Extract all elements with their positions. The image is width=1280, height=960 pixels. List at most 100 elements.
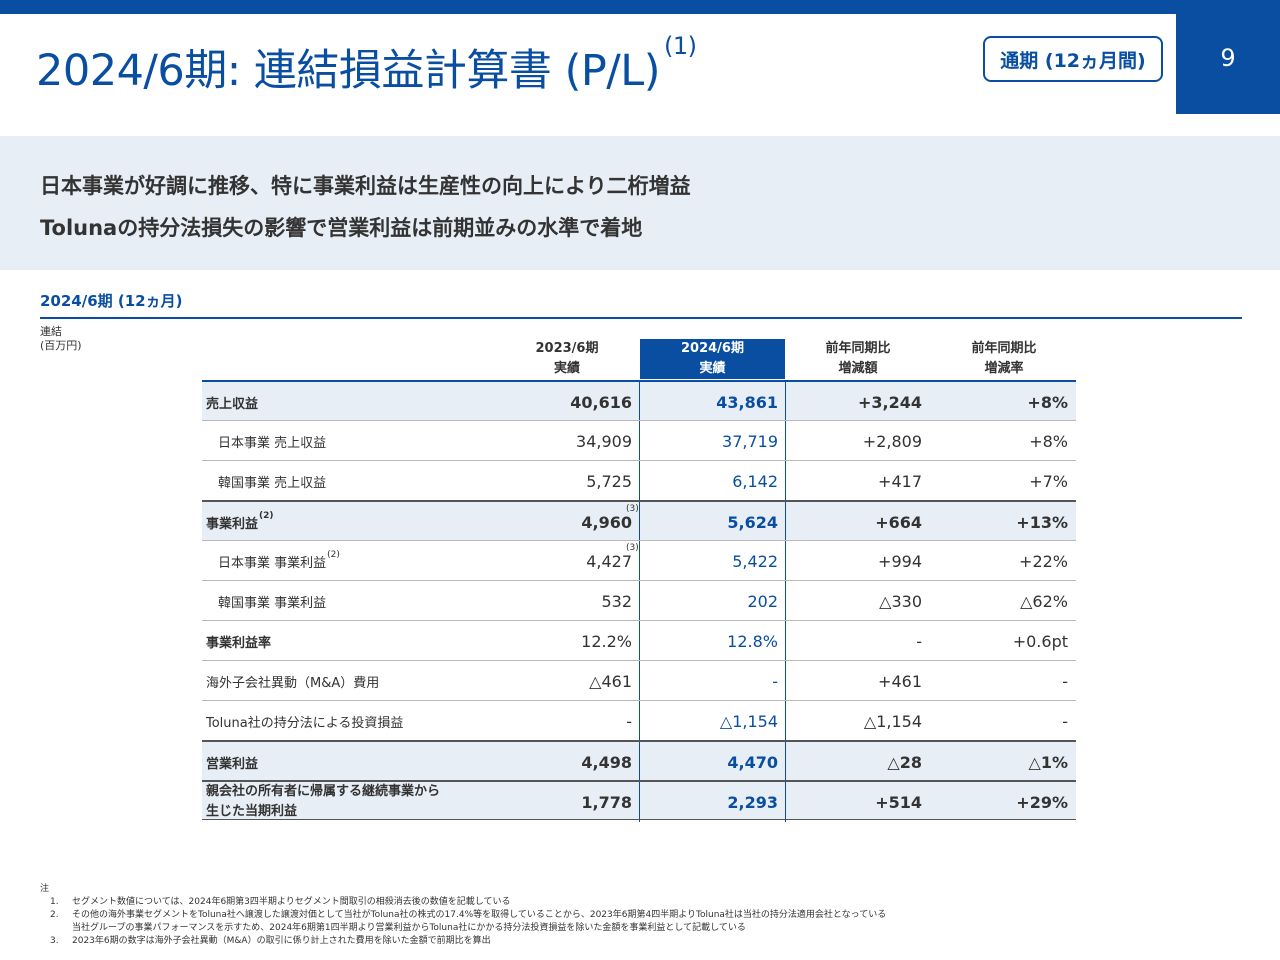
row-label: Toluna社の持分法による投資損益 (206, 715, 404, 731)
highlight-border-left (639, 581, 640, 621)
cell-prev: △461 (589, 671, 632, 691)
highlight-border-right (785, 421, 786, 461)
footnote-ref: (3) (626, 543, 639, 553)
highlight-border-right (785, 742, 786, 782)
footnote-item: 3. 2023年6期の数字は海外子会社異動（M&A）の取引に係り計上された費用を… (40, 935, 886, 948)
col-header-curr-line2: 実績 (699, 361, 726, 376)
table-row-japan-revenue: 日本事業 売上収益 34,909 37,719 +2,809 +8% (202, 420, 1076, 461)
section-divider (40, 317, 1242, 319)
cell-diff: +3,244 (857, 392, 922, 412)
highlight-border-left (639, 621, 640, 661)
summary-banner: 日本事業が好調に推移、特に事業利益は生産性の向上により二桁増益 Tolunaの持… (0, 136, 1280, 270)
page-title: 2024/6期: 連結損益計算書 (P/L) (1) (36, 32, 697, 98)
footnote-text: 2023年6期の数字は海外子会社異動（M&A）の取引に係り計上された費用を除いた… (72, 936, 491, 946)
footnote-text-continued: 当社グループの事業パフォーマンスを示すため、2024年6期第1四半期より営業利益… (72, 923, 746, 933)
cell-prev: 1,778 (581, 792, 632, 812)
footnote-text: その他の海外事業セグメントをToluna社へ譲渡した譲渡対価として当社がTolu… (72, 910, 887, 920)
row-label-text: 日本事業 事業利益 (218, 555, 327, 571)
row-label: 売上収益 (206, 396, 259, 412)
cell-curr: 37,719 (722, 431, 778, 451)
cell-prev: 40,616 (570, 392, 632, 412)
cell-rate: - (1062, 711, 1068, 731)
section-title: 2024/6期 (12ヵ月) (40, 292, 183, 310)
highlight-border-left (639, 661, 640, 701)
col-header-rate-line1: 前年同期比 (971, 341, 1037, 356)
cell-prev: 12.2% (581, 631, 632, 651)
col-header-prev-line1: 2023/6期 (535, 341, 599, 356)
footnote-index: 2. (50, 910, 59, 920)
cell-curr: 5,624 (727, 512, 778, 532)
footnotes: 注 1. セグメント数値については、2024年6期第3四半期よりセグメント間取引… (40, 883, 886, 948)
table-row-korea-business-profit: 韓国事業 事業利益 532 202 △330 △62% (202, 580, 1076, 621)
highlight-border-right (785, 461, 786, 501)
cell-curr: 6,142 (732, 471, 778, 491)
cell-prev: 5,725 (586, 471, 632, 491)
cell-curr: 12.8% (727, 631, 778, 651)
row-label: 日本事業 売上収益 (218, 435, 327, 451)
footnote-ref: (3) (626, 504, 639, 514)
highlight-border-left (639, 742, 640, 782)
pl-table: 売上収益 40,616 43,861 +3,244 +8% 日本事業 売上収益 … (202, 380, 1076, 822)
row-label: 韓国事業 売上収益 (218, 475, 327, 491)
row-label: 海外子会社異動（M&A）費用 (206, 675, 380, 691)
cell-curr: 4,470 (727, 752, 778, 772)
highlight-border-right (785, 782, 786, 822)
highlight-border-left (639, 541, 640, 581)
cell-prev: 4,427 (586, 551, 632, 571)
highlight-border-left (639, 782, 640, 822)
row-label-text: 事業利益 (206, 516, 259, 532)
footnote-index: 1. (50, 897, 59, 907)
cell-rate: △62% (1020, 591, 1068, 611)
highlight-border-left (639, 421, 640, 461)
cell-curr: 43,861 (716, 392, 778, 412)
col-header-diff: 前年同期比 増減額 (790, 339, 926, 379)
unit-label-consolidated: 連結 (40, 325, 62, 338)
row-label-line2: 生じた当期利益 (206, 804, 298, 819)
summary-line-1: 日本事業が好調に推移、特に事業利益は生産性の向上により二桁増益 (40, 174, 691, 198)
highlight-border-left (639, 502, 640, 542)
col-header-prev: 2023/6期 実績 (502, 339, 632, 379)
cell-rate: +13% (1016, 512, 1068, 532)
highlight-border-right (785, 661, 786, 701)
cell-rate: +8% (1027, 392, 1068, 412)
highlight-border-right (785, 581, 786, 621)
cell-prev: 4,498 (581, 752, 632, 772)
cell-prev: 532 (601, 591, 632, 611)
table-row-business-margin: 事業利益率 12.2% 12.8% - +0.6pt (202, 620, 1076, 661)
col-header-curr: 2024/6期 実績 (640, 339, 785, 379)
footnote-text: セグメント数値については、2024年6期第3四半期よりセグメント間取引の相殺消去… (72, 897, 511, 907)
row-label: 事業利益 (2) (206, 502, 274, 542)
cell-diff: +461 (878, 671, 922, 691)
col-header-rate: 前年同期比 増減率 (936, 339, 1072, 379)
cell-rate: - (1062, 671, 1068, 691)
cell-prev: 4,960 (581, 512, 632, 532)
footnote-index: 3. (50, 936, 59, 946)
table-row-korea-revenue: 韓国事業 売上収益 5,725 6,142 +417 +7% (202, 460, 1076, 501)
table-row-operating-profit: 営業利益 4,498 4,470 △28 △1% (202, 740, 1076, 782)
highlight-border-right (785, 621, 786, 661)
cell-diff: +664 (875, 512, 922, 532)
cell-rate: △1% (1028, 752, 1068, 772)
cell-rate: +8% (1029, 431, 1068, 451)
footnote-ref: (2) (259, 511, 274, 521)
cell-rate: +0.6pt (1012, 631, 1068, 651)
row-label: 営業利益 (206, 756, 259, 772)
unit-label-currency: (百万円) (40, 339, 82, 352)
cell-diff: +417 (878, 471, 922, 491)
page-title-text: 2024/6期: 連結損益計算書 (P/L) (36, 46, 661, 96)
top-accent-bar (0, 0, 1280, 14)
row-label: 日本事業 事業利益 (2) (218, 541, 340, 581)
cell-curr: △1,154 (719, 711, 778, 731)
cell-rate: +29% (1016, 792, 1068, 812)
table-row-ma-cost: 海外子会社異動（M&A）費用 △461 - +461 - (202, 660, 1076, 701)
cell-diff: +994 (878, 551, 922, 571)
table-row-business-profit: 事業利益 (2) 4,960 (3) 5,624 +664 +13% (202, 500, 1076, 542)
cell-prev: 34,909 (576, 431, 632, 451)
table-row-equity-method: Toluna社の持分法による投資損益 - △1,154 △1,154 - (202, 700, 1076, 741)
cell-rate: +7% (1029, 471, 1068, 491)
row-label-line1: 親会社の所有者に帰属する継続事業から (206, 784, 441, 799)
cell-prev: - (626, 711, 632, 731)
cell-diff: +514 (875, 792, 922, 812)
highlight-border-left (639, 382, 640, 422)
cell-curr: 5,422 (732, 551, 778, 571)
